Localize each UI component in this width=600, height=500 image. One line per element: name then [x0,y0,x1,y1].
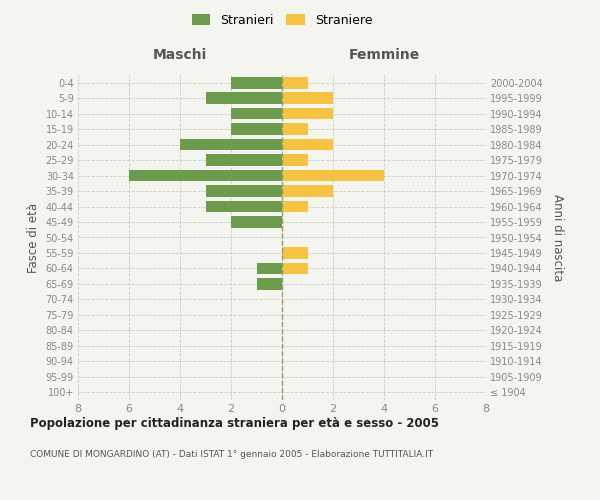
Bar [206,154,282,166]
Bar [206,186,282,197]
Bar [231,124,282,135]
Bar [282,108,333,120]
Text: Maschi: Maschi [153,48,207,62]
Text: COMUNE DI MONGARDINO (AT) - Dati ISTAT 1° gennaio 2005 - Elaborazione TUTTITALIA: COMUNE DI MONGARDINO (AT) - Dati ISTAT 1… [30,450,433,459]
Bar [282,124,308,135]
Bar [282,170,384,181]
Bar [206,200,282,212]
Bar [282,262,308,274]
Bar [282,154,308,166]
Legend: Stranieri, Straniere: Stranieri, Straniere [189,11,375,29]
Bar [282,247,308,259]
Bar [257,262,282,274]
Bar [282,186,333,197]
Y-axis label: Anni di nascita: Anni di nascita [551,194,565,281]
Bar [282,92,333,104]
Bar [231,108,282,120]
Text: Femmine: Femmine [349,48,419,62]
Bar [231,216,282,228]
Bar [206,92,282,104]
Bar [257,278,282,289]
Bar [282,139,333,150]
Bar [180,139,282,150]
Bar [282,77,308,88]
Bar [231,77,282,88]
Bar [282,200,308,212]
Text: Popolazione per cittadinanza straniera per età e sesso - 2005: Popolazione per cittadinanza straniera p… [30,418,439,430]
Bar [129,170,282,181]
Y-axis label: Fasce di età: Fasce di età [27,202,40,272]
